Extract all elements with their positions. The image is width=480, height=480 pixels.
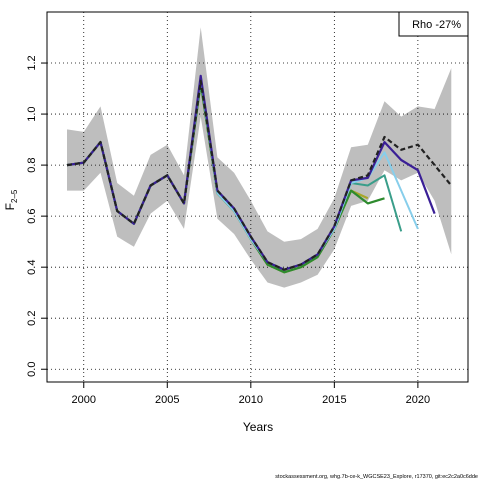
grid-layer	[47, 12, 468, 382]
y-tick-label: 0.8	[26, 157, 38, 172]
legend: Rho -27%	[398, 11, 469, 37]
y-axis-title-main: F	[3, 203, 17, 210]
x-tick-label: 2010	[239, 394, 263, 406]
confidence-band	[67, 27, 452, 288]
axis-layer: 2000 2005 2010 2015 2020 0.0 0.2 0.4 0.6 0.8 1.0 1.…	[26, 55, 430, 406]
y-tick-label: 0.4	[26, 260, 38, 275]
x-tick-label: 2015	[322, 394, 346, 406]
x-tick-label: 2000	[72, 394, 96, 406]
series-layer	[66, 74, 453, 274]
y-tick-label: 1.2	[26, 55, 38, 70]
series-line	[66, 79, 453, 271]
legend-text: Rho -27%	[412, 19, 461, 31]
x-tick-label: 2005	[155, 394, 179, 406]
plot-frame	[46, 11, 469, 383]
y-tick-label: 0.6	[26, 208, 38, 223]
confidence-band-layer	[67, 27, 452, 288]
y-axis-title: F2–5	[3, 189, 19, 210]
y-tick-label: 0.0	[26, 362, 38, 377]
x-axis-title: Years	[243, 420, 273, 434]
y-axis-title-subscript: 2–5	[10, 189, 19, 203]
y-tick-label: 1.0	[26, 106, 38, 121]
y-tick-label: 0.2	[26, 311, 38, 326]
x-tick-label: 2020	[406, 394, 430, 406]
legend-box	[398, 11, 469, 37]
footer-credit: stockassessment.org, whg.7b-ce-k_WGCSE23…	[275, 474, 478, 480]
